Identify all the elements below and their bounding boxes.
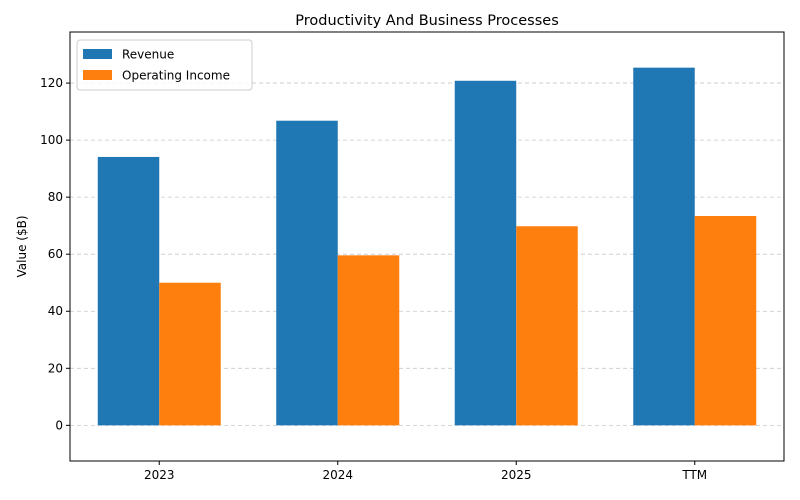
y-tick-label: 120: [40, 76, 63, 90]
y-tick-label: 0: [55, 418, 63, 432]
y-tick-label: 80: [48, 190, 63, 204]
bars: [97, 67, 757, 426]
legend-label: Revenue: [122, 48, 174, 62]
x-tick-label: TTM: [681, 468, 707, 482]
x-tick-label: 2025: [501, 468, 532, 482]
y-tick-label: 100: [40, 133, 63, 147]
bar-revenue: [97, 156, 160, 426]
x-tick-label: 2023: [144, 468, 175, 482]
y-tick-label: 40: [48, 304, 63, 318]
y-axis-label: Value ($B): [15, 216, 29, 278]
bar-operating-income: [516, 226, 578, 426]
y-tick-label: 20: [48, 361, 63, 375]
legend-swatch: [83, 70, 112, 80]
bar-operating-income: [694, 215, 757, 426]
bar-revenue: [276, 120, 338, 426]
x-axis: 2023 2024 2025 TTM: [144, 461, 707, 482]
chart-title: Productivity And Business Processes: [295, 13, 559, 29]
bar-revenue: [633, 67, 695, 426]
y-axis: 0 20 40 60 80 100 120: [40, 76, 70, 432]
legend-swatch: [83, 49, 112, 59]
legend: Revenue Operating Income: [76, 39, 253, 91]
bar-operating-income: [337, 255, 400, 426]
legend-box: [76, 39, 253, 91]
x-tick-label: 2024: [322, 468, 353, 482]
bar-revenue: [454, 80, 517, 426]
plot-frame: [69, 31, 785, 462]
bar-operating-income: [159, 282, 221, 426]
legend-label: Operating Income: [122, 69, 230, 83]
y-tick-label: 60: [48, 247, 63, 261]
